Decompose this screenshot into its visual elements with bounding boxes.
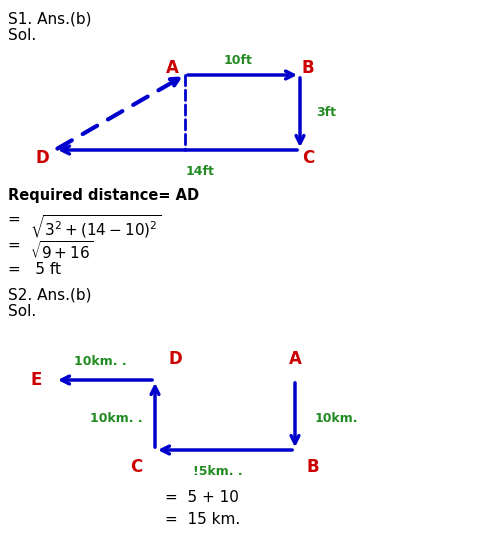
Text: S2. Ans.(b): S2. Ans.(b) bbox=[8, 288, 92, 303]
Text: $\sqrt{9 + 16}$: $\sqrt{9 + 16}$ bbox=[30, 240, 93, 262]
Text: =  15 km.: = 15 km. bbox=[165, 512, 240, 527]
Text: 10km.: 10km. bbox=[315, 412, 359, 425]
Text: 14ft: 14ft bbox=[186, 165, 215, 178]
Text: =: = bbox=[8, 212, 25, 227]
Text: D: D bbox=[168, 350, 182, 368]
Text: S1. Ans.(b): S1. Ans.(b) bbox=[8, 12, 92, 27]
Text: A: A bbox=[166, 59, 179, 77]
Text: =  5 + 10: = 5 + 10 bbox=[165, 490, 239, 505]
Text: Sol.: Sol. bbox=[8, 304, 36, 319]
Text: =   5 ft: = 5 ft bbox=[8, 262, 61, 277]
Text: !5km. .: !5km. . bbox=[193, 465, 243, 478]
Text: 10ft: 10ft bbox=[224, 54, 252, 67]
Text: D: D bbox=[35, 149, 49, 167]
Text: Required distance= AD: Required distance= AD bbox=[8, 188, 199, 203]
Text: B: B bbox=[302, 59, 314, 77]
Text: 10km. .: 10km. . bbox=[90, 412, 143, 425]
Text: B: B bbox=[306, 458, 319, 476]
Text: C: C bbox=[302, 149, 314, 167]
Text: E: E bbox=[31, 371, 42, 389]
Text: 3ft: 3ft bbox=[316, 105, 336, 118]
Text: C: C bbox=[130, 458, 142, 476]
Text: A: A bbox=[288, 350, 301, 368]
Text: Sol.: Sol. bbox=[8, 28, 36, 43]
Text: $\sqrt{3^2 + (14 - 10)^2}$: $\sqrt{3^2 + (14 - 10)^2}$ bbox=[30, 214, 161, 241]
Text: =: = bbox=[8, 238, 25, 253]
Text: 10km. .: 10km. . bbox=[74, 355, 126, 368]
